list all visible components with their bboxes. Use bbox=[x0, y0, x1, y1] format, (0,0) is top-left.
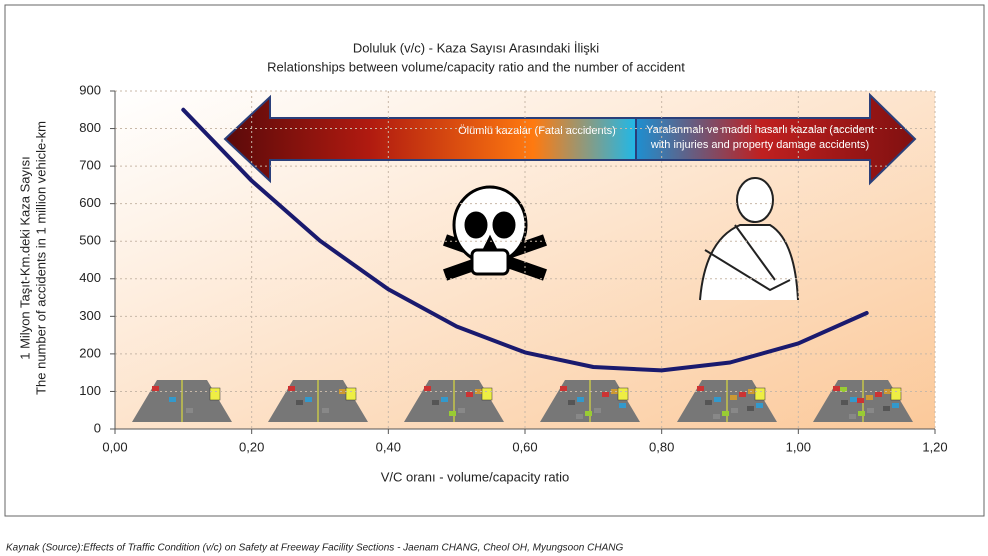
y-tick-label: 100 bbox=[79, 383, 101, 398]
car bbox=[152, 386, 159, 391]
car bbox=[322, 408, 329, 413]
x-tick-label: 0,40 bbox=[376, 439, 401, 454]
y-tick-label: 400 bbox=[79, 270, 101, 285]
car bbox=[705, 400, 712, 405]
x-axis-label: V/C oranı - volume/capacity ratio bbox=[381, 469, 570, 484]
y-tick-label: 700 bbox=[79, 158, 101, 173]
car bbox=[305, 397, 312, 402]
traffic-icons bbox=[132, 380, 913, 422]
car bbox=[602, 392, 609, 397]
x-tick-label: 0,80 bbox=[649, 439, 674, 454]
y-tick-label: 0 bbox=[94, 420, 101, 435]
car bbox=[756, 403, 763, 408]
car bbox=[449, 411, 456, 416]
car bbox=[858, 411, 865, 416]
car bbox=[722, 411, 729, 416]
skull-icon bbox=[443, 185, 547, 281]
car bbox=[186, 408, 193, 413]
x-tick-label: 0,60 bbox=[512, 439, 537, 454]
arrow bbox=[223, 92, 917, 186]
car bbox=[296, 400, 303, 405]
y-tick-label: 200 bbox=[79, 345, 101, 360]
injured-person-icon bbox=[699, 177, 799, 301]
car bbox=[840, 387, 847, 392]
car bbox=[857, 398, 864, 403]
x-tick-label: 0,20 bbox=[239, 439, 264, 454]
car bbox=[619, 403, 626, 408]
car bbox=[424, 386, 431, 391]
car bbox=[441, 397, 448, 402]
x-tick-label: 0,00 bbox=[102, 439, 127, 454]
car bbox=[475, 389, 482, 394]
car bbox=[833, 386, 840, 391]
truck bbox=[481, 387, 493, 401]
chart-title: Doluluk (v/c) - Kaza Sayısı Arasındaki İ… bbox=[353, 40, 599, 55]
car bbox=[288, 386, 295, 391]
y-tick-label: 800 bbox=[79, 120, 101, 135]
y-axis-label: 1 Milyon Taşıt-Km.deki Kaza Sayısı bbox=[17, 156, 32, 360]
car bbox=[466, 392, 473, 397]
car bbox=[713, 414, 720, 419]
chart-subtitle: Relationships between volume/capacity ra… bbox=[267, 59, 685, 74]
annotation: Ölümlü kazalar (Fatal accidents) bbox=[458, 125, 616, 137]
car bbox=[560, 386, 567, 391]
car bbox=[339, 389, 346, 394]
x-tick-label: 1,20 bbox=[922, 439, 947, 454]
y-tick-label: 300 bbox=[79, 308, 101, 323]
truck bbox=[754, 387, 766, 401]
car bbox=[432, 400, 439, 405]
car bbox=[169, 397, 176, 402]
car bbox=[714, 397, 721, 402]
y-tick-label: 600 bbox=[79, 195, 101, 210]
y-tick-label: 500 bbox=[79, 233, 101, 248]
car bbox=[585, 411, 592, 416]
y-axis-label: The number of accidents in 1 million veh… bbox=[33, 121, 48, 395]
truck bbox=[890, 387, 902, 401]
car bbox=[892, 403, 899, 408]
truck bbox=[617, 387, 629, 401]
car bbox=[568, 400, 575, 405]
car bbox=[883, 406, 890, 411]
car bbox=[576, 414, 583, 419]
car bbox=[866, 395, 873, 400]
car bbox=[697, 386, 704, 391]
truck bbox=[209, 387, 221, 401]
car bbox=[884, 389, 891, 394]
car bbox=[875, 392, 882, 397]
data-line bbox=[181, 107, 869, 373]
car bbox=[731, 408, 738, 413]
y-tick-label: 900 bbox=[79, 82, 101, 97]
x-tick-label: 1,00 bbox=[786, 439, 811, 454]
car bbox=[594, 408, 601, 413]
car bbox=[867, 408, 874, 413]
truck bbox=[345, 387, 357, 401]
car bbox=[739, 392, 746, 397]
car bbox=[458, 408, 465, 413]
source-note: Kaynak (Source):Effects of Traffic Condi… bbox=[6, 543, 623, 554]
car bbox=[850, 397, 857, 402]
car bbox=[611, 389, 618, 394]
annotation: with injuries and property damage accide… bbox=[650, 139, 869, 151]
car bbox=[730, 395, 737, 400]
car bbox=[747, 406, 754, 411]
car bbox=[849, 414, 856, 419]
car bbox=[841, 400, 848, 405]
annotation: Yaralanmalı ve maddi hasarlı kazalar (ac… bbox=[646, 124, 874, 136]
car bbox=[577, 397, 584, 402]
